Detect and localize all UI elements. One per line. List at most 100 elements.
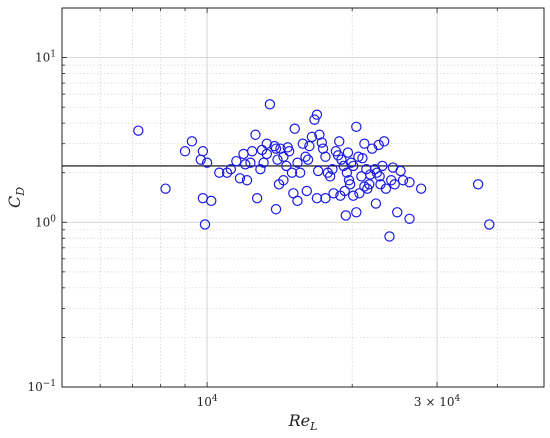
data-point — [328, 188, 339, 199]
data-point — [282, 142, 293, 153]
data-point — [286, 167, 298, 178]
data-point — [261, 138, 272, 149]
data-point — [195, 154, 206, 165]
plot-frame — [61, 7, 545, 388]
data-point — [231, 155, 242, 167]
data-point — [251, 193, 263, 204]
data-point — [377, 160, 388, 172]
data-point — [246, 146, 258, 157]
data-point — [314, 129, 325, 140]
x-axis-label-sub: L — [309, 420, 317, 433]
y-tick-label: 100 — [35, 214, 56, 229]
data-point — [264, 99, 276, 110]
data-point — [339, 185, 350, 197]
data-point — [395, 165, 406, 177]
y-axis-label-main: C — [5, 196, 24, 208]
data-point — [371, 167, 383, 178]
data-point — [484, 219, 495, 230]
data-point — [281, 160, 292, 172]
data-point — [240, 159, 251, 170]
data-point — [316, 137, 328, 148]
data-point — [373, 139, 384, 151]
data-point — [392, 207, 403, 218]
data-point — [354, 188, 365, 199]
y-axis-label-sub: D — [14, 187, 27, 197]
data-point — [270, 143, 282, 154]
data-point — [351, 121, 362, 132]
x-tick-label: 3 × 104 — [414, 394, 461, 409]
data-point — [278, 175, 289, 186]
data-point — [160, 183, 171, 194]
data-point — [345, 157, 357, 168]
data-point — [306, 131, 318, 143]
data-point — [357, 152, 368, 164]
y-tick-label: 10−1 — [27, 379, 56, 394]
data-point — [292, 157, 303, 168]
data-point — [389, 179, 400, 190]
data-point — [304, 140, 315, 152]
x-axis-label-main: Re — [288, 411, 311, 430]
y-tick-label: 101 — [35, 50, 56, 65]
data-point — [255, 164, 266, 175]
data-point — [312, 165, 324, 177]
data-point — [300, 151, 311, 162]
data-point — [272, 154, 283, 165]
data-point — [375, 179, 386, 190]
data-point — [332, 150, 344, 161]
data-point — [199, 219, 211, 230]
data-point — [133, 125, 144, 136]
data-point — [359, 138, 370, 149]
data-point — [370, 198, 382, 209]
data-point — [289, 123, 300, 134]
data-point — [404, 213, 415, 225]
data-point — [320, 151, 331, 162]
tick-labels: 104 3 × 104 10−1 100 101 — [27, 50, 460, 409]
data-point — [258, 157, 269, 168]
data-points — [133, 99, 495, 242]
data-point — [340, 210, 352, 221]
data-point — [214, 167, 225, 178]
data-point — [359, 181, 370, 192]
data-point — [472, 179, 484, 190]
data-point — [297, 138, 309, 149]
data-point — [348, 160, 359, 172]
data-point — [301, 185, 312, 197]
data-point — [397, 175, 409, 186]
data-point — [302, 154, 314, 165]
data-point — [343, 175, 355, 186]
data-point — [250, 129, 261, 140]
data-point — [348, 190, 359, 201]
data-point — [206, 195, 217, 207]
axes-frame — [61, 7, 545, 388]
data-point — [384, 231, 395, 242]
data-point — [311, 193, 323, 204]
data-point — [342, 147, 354, 158]
data-point — [225, 164, 237, 175]
data-point — [245, 157, 256, 168]
data-point — [404, 177, 415, 188]
data-point — [362, 183, 373, 194]
data-point — [365, 169, 376, 180]
data-point — [186, 136, 198, 147]
data-point — [378, 136, 390, 147]
data-point — [294, 167, 306, 178]
data-point — [179, 146, 191, 157]
data-point — [269, 140, 280, 152]
data-point — [309, 114, 320, 125]
data-point — [334, 136, 345, 147]
y-axis-label: CD — [5, 187, 27, 208]
data-point — [351, 207, 362, 218]
grid-lines — [61, 7, 545, 388]
data-point — [197, 146, 209, 157]
data-point — [241, 175, 253, 186]
data-point — [341, 167, 353, 178]
data-point — [201, 157, 213, 168]
data-point — [278, 151, 289, 162]
data-point — [221, 167, 233, 178]
data-point — [320, 193, 331, 204]
data-point — [238, 148, 249, 160]
data-point — [270, 204, 282, 215]
data-point — [292, 195, 303, 207]
